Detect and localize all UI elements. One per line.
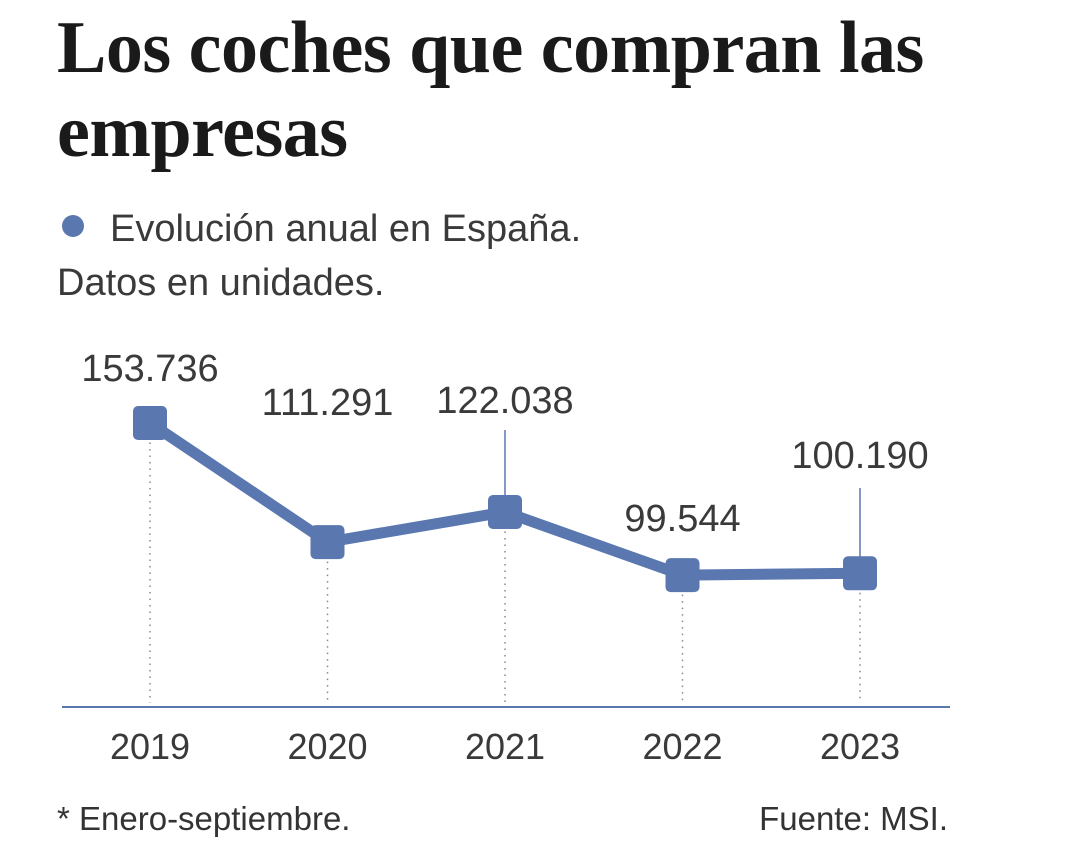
x-tick-label: 2020 xyxy=(287,726,367,767)
legend: Evolución anual en España. Datos en unid… xyxy=(57,202,1037,310)
source-note: Fuente: MSI. xyxy=(759,800,948,837)
x-tick-label: 2021 xyxy=(465,726,545,767)
data-label: 100.190 xyxy=(791,435,928,477)
x-tick-label: 2022 xyxy=(642,726,722,767)
data-point-marker xyxy=(488,494,522,529)
legend-text: Evolución anual en España. xyxy=(110,208,582,250)
data-label: 99.544 xyxy=(624,498,740,540)
data-point-marker xyxy=(310,525,345,560)
data-label: 122.038 xyxy=(436,380,573,422)
data-label: 111.291 xyxy=(262,382,394,424)
footnote: * Enero-septiembre. xyxy=(57,800,351,837)
data-label: 153.736 xyxy=(81,348,218,390)
x-tick-label: 2023 xyxy=(820,726,900,767)
data-point-marker xyxy=(665,558,700,593)
chart-title: Los coches que compran las empresas xyxy=(57,7,924,173)
x-tick-label: 2019 xyxy=(110,726,190,767)
data-point-marker xyxy=(133,406,167,440)
line-chart: 153.736 111.291 122.038 99.544 100.190 2019 20… xyxy=(62,348,950,767)
chart-subtitle: Datos en unidades. xyxy=(57,262,385,304)
legend-dot-icon xyxy=(62,215,84,237)
data-point-marker xyxy=(843,556,877,591)
